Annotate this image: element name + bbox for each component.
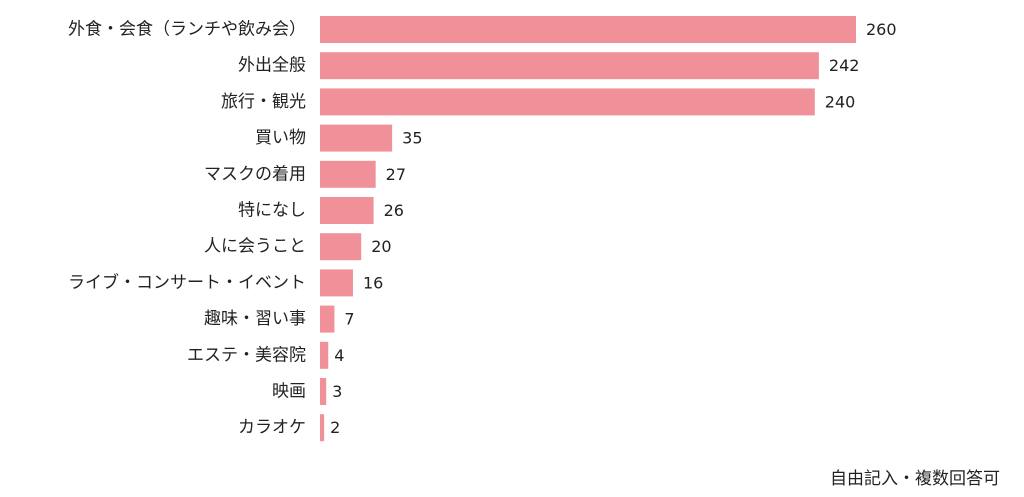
value-labels-group: 260 242 240 35 27 26 20 16 74 3 2 xyxy=(330,20,896,437)
bar xyxy=(320,233,362,261)
footnote: 自由記入・複数回答可 xyxy=(830,469,1000,489)
category-labels-group: 外食・会食（ランチや飲み会） 外出全般旅行・観光買い物マスクの着用特になし人に会う… xyxy=(68,20,306,438)
category-label: 人に会うこと xyxy=(204,237,306,257)
category-label: カラオケ xyxy=(238,418,306,438)
bar xyxy=(320,414,325,442)
category-label: 買い物 xyxy=(255,128,306,148)
value-label: 242 xyxy=(829,56,860,75)
category-label: ライブ・コンサート・イベント xyxy=(68,272,306,293)
value-label: 7 xyxy=(344,310,354,329)
value-label: 4 xyxy=(334,346,344,365)
category-label: 外出全般 xyxy=(238,56,306,76)
value-label: 2 xyxy=(330,418,340,437)
bar xyxy=(320,160,376,188)
category-label: 特になし xyxy=(238,201,306,221)
bars-group xyxy=(320,16,856,442)
category-label: 映画 xyxy=(272,382,306,402)
category-label: 旅行・観光 xyxy=(221,92,306,112)
bar xyxy=(320,16,856,43)
bar xyxy=(320,378,327,405)
value-label: 3 xyxy=(332,382,342,401)
value-label: 240 xyxy=(825,92,856,111)
value-label: 16 xyxy=(363,273,383,292)
category-label: エステ・美容院 xyxy=(187,345,306,365)
value-label: 26 xyxy=(384,201,404,220)
value-label: 260 xyxy=(866,20,897,39)
bar xyxy=(320,305,335,333)
bar xyxy=(320,52,819,80)
value-label: 27 xyxy=(386,165,406,184)
category-label: 外食・会食（ランチや飲み会） xyxy=(68,20,306,40)
category-label: マスクの着用 xyxy=(204,164,306,184)
bar xyxy=(320,88,815,116)
bar xyxy=(320,341,329,369)
bar xyxy=(320,197,374,224)
category-label: 趣味・習い事 xyxy=(204,309,306,329)
bar xyxy=(320,124,393,152)
value-label: 35 xyxy=(402,129,422,148)
value-label: 20 xyxy=(371,237,391,256)
bar xyxy=(320,269,353,297)
